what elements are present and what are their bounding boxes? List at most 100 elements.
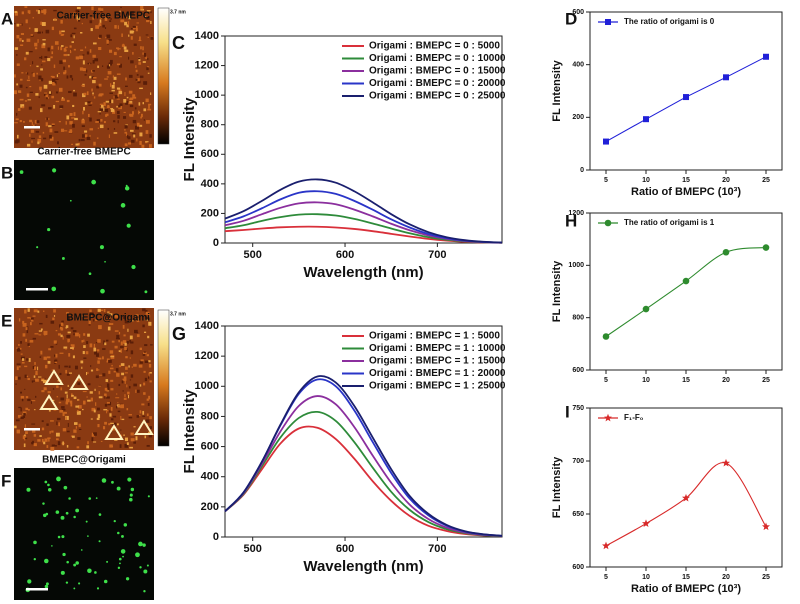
texture bbox=[17, 414, 22, 418]
texture bbox=[120, 404, 124, 409]
y-tick-label: 600 bbox=[201, 148, 219, 160]
texture bbox=[130, 36, 133, 40]
texture bbox=[51, 444, 56, 447]
texture bbox=[55, 353, 58, 358]
y-tick-label: 200 bbox=[201, 207, 219, 219]
texture bbox=[146, 316, 148, 320]
texture bbox=[37, 439, 41, 442]
x-tick-label: 10 bbox=[642, 177, 650, 184]
texture bbox=[108, 62, 113, 66]
texture bbox=[48, 91, 51, 94]
texture bbox=[83, 400, 86, 405]
texture bbox=[109, 99, 111, 103]
texture bbox=[46, 117, 49, 121]
texture bbox=[63, 346, 68, 349]
texture bbox=[147, 360, 151, 363]
texture bbox=[99, 8, 104, 11]
texture bbox=[122, 43, 125, 47]
x-tick-label: 25 bbox=[762, 574, 770, 581]
legend-label: Origami : BMEPC = 1 : 20000 bbox=[369, 368, 506, 379]
image-caption: Carrier-free BMEPC bbox=[57, 11, 150, 22]
texture bbox=[17, 376, 21, 380]
texture bbox=[116, 373, 120, 377]
texture bbox=[146, 413, 149, 417]
texture bbox=[97, 111, 102, 113]
texture bbox=[27, 579, 32, 584]
texture bbox=[29, 50, 33, 53]
texture bbox=[59, 105, 64, 109]
texture bbox=[149, 416, 152, 420]
texture bbox=[75, 9, 80, 13]
marker bbox=[682, 493, 690, 502]
texture bbox=[118, 405, 122, 407]
texture bbox=[139, 360, 143, 364]
texture bbox=[60, 46, 63, 51]
texture bbox=[58, 422, 60, 427]
texture bbox=[64, 70, 67, 74]
texture bbox=[71, 117, 75, 119]
texture bbox=[90, 397, 93, 402]
texture bbox=[99, 103, 103, 105]
texture bbox=[116, 423, 119, 426]
texture bbox=[83, 106, 86, 111]
texture bbox=[87, 441, 89, 445]
texture bbox=[58, 120, 61, 123]
texture bbox=[114, 345, 118, 349]
texture bbox=[33, 443, 37, 447]
texture bbox=[75, 405, 80, 408]
texture bbox=[126, 132, 128, 136]
texture bbox=[143, 81, 148, 85]
texture bbox=[77, 142, 80, 146]
plot-frame bbox=[589, 212, 783, 371]
panel-letter: F bbox=[1, 471, 11, 490]
texture bbox=[120, 341, 123, 346]
texture bbox=[147, 495, 150, 498]
texture bbox=[108, 317, 112, 319]
texture bbox=[132, 25, 136, 28]
texture bbox=[33, 558, 36, 561]
texture bbox=[36, 65, 39, 68]
texture bbox=[79, 67, 84, 71]
texture bbox=[89, 20, 93, 24]
texture bbox=[123, 111, 126, 113]
texture bbox=[131, 133, 136, 135]
texture bbox=[148, 433, 153, 438]
texture bbox=[100, 440, 103, 442]
texture bbox=[113, 128, 116, 130]
texture bbox=[66, 373, 70, 376]
texture bbox=[47, 483, 50, 487]
texture bbox=[93, 96, 96, 99]
texture bbox=[125, 577, 130, 581]
texture bbox=[108, 323, 112, 325]
texture bbox=[24, 365, 28, 368]
texture bbox=[119, 562, 121, 565]
texture bbox=[129, 113, 134, 117]
texture bbox=[95, 25, 99, 29]
texture bbox=[24, 57, 27, 61]
texture bbox=[101, 104, 104, 108]
texture bbox=[138, 58, 141, 60]
texture bbox=[61, 408, 66, 411]
texture bbox=[78, 428, 82, 431]
texture bbox=[84, 46, 87, 49]
texture bbox=[61, 33, 65, 36]
texture bbox=[92, 17, 95, 20]
texture bbox=[15, 419, 20, 422]
texture bbox=[125, 366, 128, 370]
x-axis-label: Wavelength (nm) bbox=[303, 264, 423, 281]
texture bbox=[49, 134, 52, 139]
texture bbox=[78, 423, 81, 428]
texture bbox=[29, 119, 33, 123]
texture bbox=[104, 260, 106, 263]
texture bbox=[115, 337, 120, 340]
texture bbox=[66, 430, 70, 433]
texture bbox=[55, 432, 60, 437]
texture bbox=[127, 21, 130, 26]
x-tick-label: 500 bbox=[244, 543, 262, 555]
texture bbox=[46, 423, 49, 426]
texture bbox=[90, 102, 93, 104]
texture bbox=[118, 350, 122, 352]
texture bbox=[42, 131, 45, 134]
texture bbox=[59, 87, 63, 92]
texture bbox=[66, 394, 68, 399]
